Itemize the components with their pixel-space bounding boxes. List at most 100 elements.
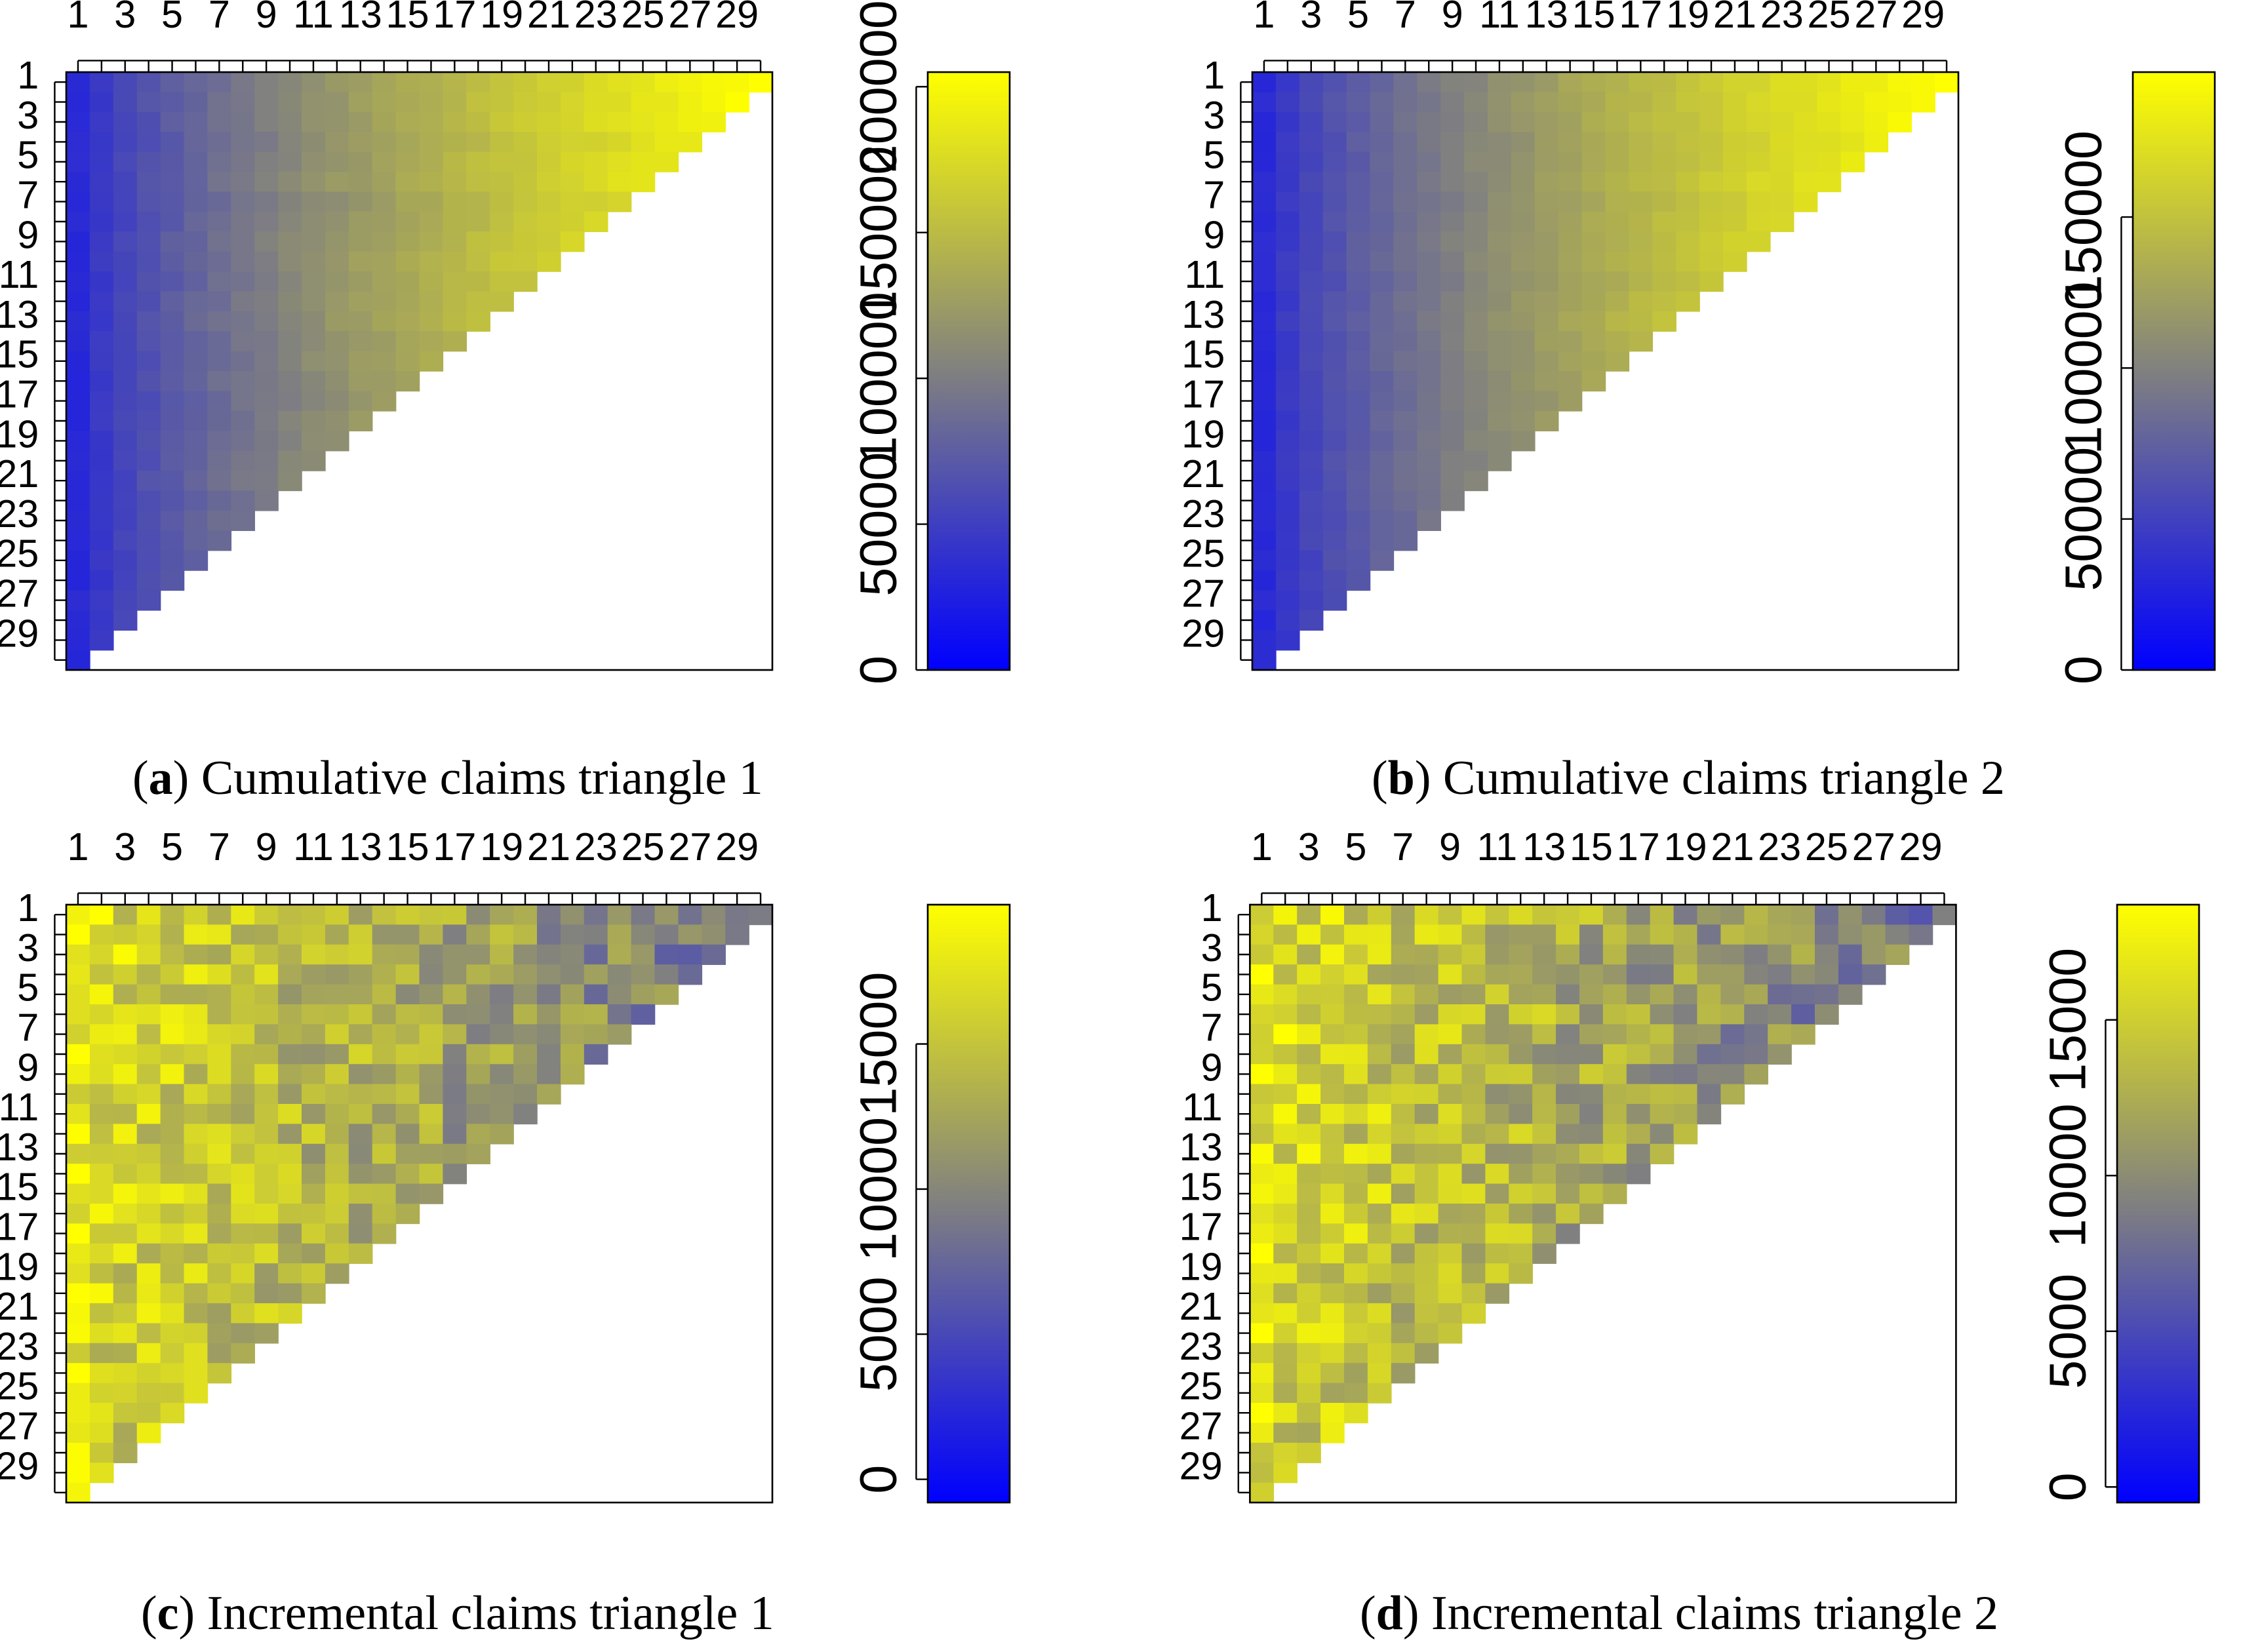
heatmap-cell (1744, 1064, 1768, 1085)
heatmap-cell (1275, 471, 1300, 492)
heatmap-cell (1438, 1303, 1463, 1324)
heatmap-cell (89, 610, 114, 631)
heatmap-cell (1273, 1303, 1298, 1324)
heatmap-cell (419, 132, 444, 153)
heatmap-cell (395, 151, 420, 172)
heatmap-cell (1744, 1004, 1768, 1025)
heatmap-cell (1464, 410, 1488, 431)
heatmap-cell (1461, 1103, 1486, 1125)
heatmap-cell (113, 171, 138, 193)
heatmap-cell (89, 251, 114, 272)
heatmap-cell (654, 984, 679, 1005)
x-tick-label: 3 (114, 825, 136, 869)
heatmap-cell (1461, 924, 1486, 945)
heatmap-cell (89, 1243, 114, 1264)
heatmap-cell (1391, 1004, 1416, 1025)
heatmap-cell (1461, 1263, 1486, 1284)
heatmap-cell (1414, 1303, 1439, 1324)
x-tick-label: 21 (1711, 825, 1754, 869)
heatmap-cell (66, 471, 90, 492)
heatmap-cell (113, 944, 138, 965)
x-tick-label: 13 (1522, 825, 1566, 869)
heatmap-cell (113, 1044, 138, 1065)
heatmap-cell (66, 1044, 90, 1065)
heatmap-cell (348, 1103, 373, 1125)
heatmap-cell (725, 72, 749, 93)
heatmap-cell (1414, 924, 1439, 945)
heatmap-cell (1440, 471, 1465, 492)
heatmap-cell (66, 490, 90, 511)
heatmap-cell (254, 351, 279, 372)
heatmap-cell (160, 351, 185, 372)
heatmap-cell (1367, 905, 1392, 926)
heatmap-cell (466, 92, 490, 113)
heatmap-cell (513, 271, 538, 292)
heatmap-cell (1252, 530, 1277, 551)
heatmap-cell (113, 1383, 138, 1404)
heatmap-cell (66, 251, 90, 272)
heatmap-cell (513, 944, 538, 965)
heatmap-cell (136, 1064, 161, 1085)
heatmap-cell (1626, 1044, 1651, 1065)
heatmap-cell (1440, 371, 1465, 392)
heatmap-cell (1720, 1044, 1745, 1065)
heatmap-cell (184, 211, 208, 232)
heatmap-cell (1252, 251, 1277, 272)
heatmap-cell (631, 924, 656, 945)
heatmap-cell (1579, 964, 1604, 985)
heatmap-cell (1275, 271, 1300, 292)
heatmap-cell (490, 171, 514, 193)
heatmap-cell (1417, 410, 1441, 431)
heatmap-cell (1273, 924, 1298, 945)
heatmap-cell (1367, 1103, 1392, 1125)
heatmap-cell (1650, 905, 1675, 926)
heatmap-cell (136, 450, 161, 471)
heatmap-cell (1367, 1044, 1392, 1065)
heatmap-cell (113, 1084, 138, 1105)
heatmap-cell (1840, 151, 1865, 172)
heatmap-cell (113, 371, 138, 392)
heatmap-cell (1532, 1103, 1556, 1125)
heatmap-cell (372, 251, 397, 272)
heatmap-cell (1370, 271, 1395, 292)
heatmap-cell (419, 905, 444, 926)
x-tick-label: 7 (1395, 0, 1416, 36)
heatmap-cell (1417, 132, 1441, 153)
heatmap-cell (325, 171, 349, 193)
heatmap-cell (278, 92, 302, 113)
heatmap-cell (1250, 1204, 1275, 1225)
heatmap-panel-d: 1 3 5 7 9 11 13 15 17 19 21 23 25 27 29135791113151719… (1180, 825, 2200, 1504)
heatmap-cell (136, 231, 161, 252)
heatmap-cell (1440, 72, 1465, 93)
heatmap-cell (1275, 610, 1300, 631)
heatmap-cell (1370, 510, 1395, 531)
heatmap-cell (443, 271, 467, 292)
heatmap-cell (1485, 924, 1510, 945)
heatmap-cell (1722, 171, 1747, 193)
heatmap-cell (66, 1064, 90, 1085)
y-tick-label: 19 (0, 412, 39, 456)
heatmap-cell (1464, 72, 1488, 93)
heatmap-cell (1699, 132, 1724, 153)
heatmap-cell (1367, 1183, 1392, 1204)
heatmap-cell (1322, 590, 1347, 611)
y-tick-label: 11 (0, 252, 39, 296)
heatmap-cell (1250, 1124, 1275, 1145)
x-tick-label: 13 (339, 0, 382, 36)
y-tick-label: 29 (1181, 611, 1225, 655)
heatmap-cell (1532, 1024, 1556, 1045)
heatmap-cell (1252, 490, 1277, 511)
heatmap-cell (1343, 1183, 1368, 1204)
heatmap-cell (513, 1024, 538, 1045)
y-tick-label: 13 (0, 1125, 39, 1169)
heatmap-cell (1343, 1283, 1368, 1304)
heatmap-cell (1534, 371, 1559, 392)
heatmap-cell (1650, 984, 1675, 1005)
heatmap-cell (207, 1223, 232, 1244)
heatmap-cell (1370, 490, 1395, 511)
heatmap-cell (1273, 1103, 1298, 1125)
heatmap-cell (278, 450, 302, 471)
x-tick-label: 25 (622, 0, 665, 36)
heatmap-cell (1343, 1084, 1368, 1105)
heatmap-cell (113, 1183, 138, 1204)
